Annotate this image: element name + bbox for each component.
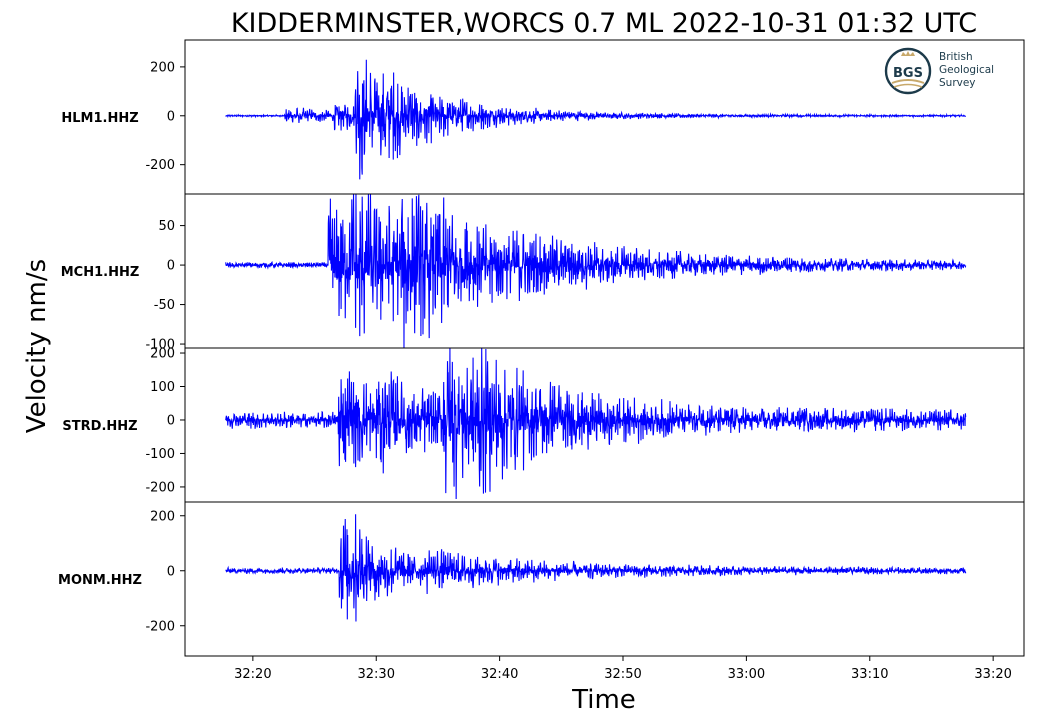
y-tick-label: 0 xyxy=(167,564,175,579)
y-tick-label: -200 xyxy=(145,619,175,634)
x-axis: 32:20 32:30 32:40 32:50 33:00 33:10 33:20 xyxy=(234,656,1012,682)
panel-frame xyxy=(184,193,1025,349)
y-tick-label: -200 xyxy=(145,158,175,173)
x-tick-label: 32:40 xyxy=(481,667,518,682)
waveform-trace xyxy=(225,59,967,180)
chart-title: KIDDERMINSTER,WORCS 0.7 ML 2022-10-31 01… xyxy=(231,8,977,39)
trace-panel: MONM.HHZ 200 0 -200 xyxy=(58,501,1025,657)
station-label: STRD.HHZ xyxy=(62,419,137,434)
x-tick-label: 32:20 xyxy=(234,667,271,682)
x-tick-label: 33:00 xyxy=(728,667,765,682)
station-label: MONM.HHZ xyxy=(58,573,142,588)
y-tick-label: 0 xyxy=(167,413,175,428)
y-tick-label: 0 xyxy=(167,259,175,274)
y-tick-label: 100 xyxy=(150,380,175,395)
panel-frame xyxy=(184,501,1025,657)
waveform-trace xyxy=(225,193,967,349)
station-label: MCH1.HHZ xyxy=(61,265,140,280)
y-tick-label: -100 xyxy=(145,447,175,462)
y-tick-label: 0 xyxy=(167,109,175,124)
y-axis-label: Velocity nm/s xyxy=(22,259,52,433)
trace-panels: HLM1.HHZ2000-200MCH1.HHZ500-50-100STRD.H… xyxy=(58,39,1025,657)
y-tick-label: 200 xyxy=(150,509,175,524)
bgs-logo-line2: Geological xyxy=(939,64,994,76)
bgs-logo: BGS British Geological Survey xyxy=(884,47,994,95)
y-tick-label: 50 xyxy=(158,219,175,234)
y-tick-label: -200 xyxy=(145,480,175,495)
waveform-trace xyxy=(225,514,967,622)
x-tick-label: 33:20 xyxy=(974,667,1011,682)
y-tick-label: -100 xyxy=(145,338,175,353)
bgs-logo-line1: British xyxy=(939,51,973,63)
waveform-trace xyxy=(225,347,967,500)
x-tick-label: 32:30 xyxy=(358,667,395,682)
y-tick-label: 200 xyxy=(150,60,175,75)
trace-panel: MCH1.HHZ 50 0 -50 -100 xyxy=(61,193,1025,353)
bgs-logo-abbr: BGS xyxy=(893,66,923,81)
x-tick-label: 32:50 xyxy=(604,667,641,682)
station-label: HLM1.HHZ xyxy=(61,111,138,126)
x-tick-label: 33:10 xyxy=(851,667,888,682)
trace-panel: HLM1.HHZ 200 0 -200 xyxy=(61,39,1025,195)
trace-panel: STRD.HHZ 200 100 0 -100 -200 xyxy=(62,347,1025,503)
y-tick-label: 200 xyxy=(150,347,175,362)
bgs-logo-line3: Survey xyxy=(939,77,976,89)
x-axis-label: Time xyxy=(571,685,636,715)
y-tick-label: -50 xyxy=(154,298,175,313)
